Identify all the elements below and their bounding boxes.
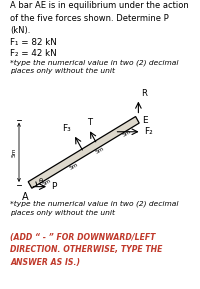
- Text: 5m: 5m: [41, 178, 52, 187]
- Text: *type the numerical value in two (2) decimal
places only without the unit: *type the numerical value in two (2) dec…: [10, 59, 179, 74]
- Text: 5m: 5m: [12, 148, 16, 157]
- Text: F₁ = 82 kN: F₁ = 82 kN: [10, 38, 57, 47]
- Text: *type the numerical value in two (2) decimal
places only without the unit: *type the numerical value in two (2) dec…: [10, 201, 179, 216]
- Text: 5m: 5m: [68, 162, 79, 171]
- Text: F₃: F₃: [62, 124, 71, 133]
- Text: (ADD “ - ” FOR DOWNWARD/LEFT
DIRECTION. OTHERWISE, TYPE THE
ANSWER AS IS.): (ADD “ - ” FOR DOWNWARD/LEFT DIRECTION. …: [10, 233, 162, 267]
- Text: R: R: [141, 89, 147, 98]
- Text: A bar AE is in equilibrium under the action
of the five forces shown. Determine : A bar AE is in equilibrium under the act…: [10, 1, 189, 35]
- Text: 5m: 5m: [122, 129, 133, 138]
- Polygon shape: [28, 116, 139, 188]
- Text: 5m: 5m: [95, 146, 106, 155]
- Text: T: T: [87, 118, 92, 127]
- Text: F₂ = 42 kN: F₂ = 42 kN: [10, 49, 57, 58]
- Text: E: E: [142, 116, 147, 125]
- Text: A: A: [22, 192, 29, 202]
- Text: F₂: F₂: [144, 127, 153, 136]
- Text: P: P: [52, 182, 57, 191]
- Text: θ: θ: [38, 178, 43, 184]
